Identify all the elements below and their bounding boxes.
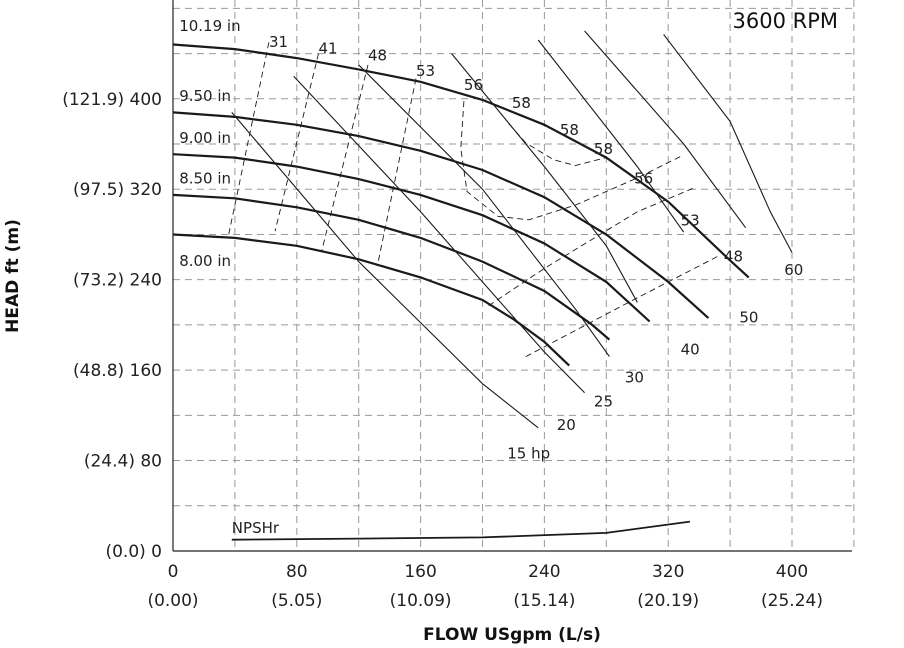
y-tick-label: (0.0) 0 xyxy=(105,542,162,562)
curve-labels: 10.19 in 9.50 in 9.00 in 8.50 in 8.00 in 31 41… xyxy=(179,17,803,462)
curve-label: 41 xyxy=(318,40,337,58)
efficiency-contour-48 xyxy=(525,254,722,357)
impeller-curve-8-00-in xyxy=(172,233,570,367)
y-tick-label: (48.8) 160 xyxy=(73,361,162,381)
x-tick-sublabel: (15.14) xyxy=(513,591,575,611)
efficiency-contour-41 xyxy=(274,53,319,232)
curve-label: 60 xyxy=(784,261,803,279)
impeller-curve-9-00-in xyxy=(172,153,651,323)
npshr-curve: NPSHr xyxy=(231,519,691,541)
curve-label: 15 hp xyxy=(507,444,550,462)
efficiency-contours xyxy=(228,42,722,357)
curve-label: 48 xyxy=(368,46,387,64)
curve-label: 25 xyxy=(594,392,613,410)
curve-label: 48 xyxy=(724,248,743,266)
power-line-25 xyxy=(358,64,610,357)
power-line-60 xyxy=(663,34,793,253)
curve-label: 56 xyxy=(464,76,483,94)
x-tick-label: 240 xyxy=(528,562,560,582)
curve-label: 8.50 in xyxy=(179,170,231,188)
curve-label: 20 xyxy=(557,416,576,434)
axes xyxy=(172,0,852,552)
efficiency-contour-56 xyxy=(460,101,681,221)
x-tick-label: 320 xyxy=(652,562,684,582)
curve-label: 9.00 in xyxy=(179,129,231,147)
npshr-label: NPSHr xyxy=(232,519,280,537)
y-tick-label: (73.2) 240 xyxy=(73,271,162,291)
power-line-30 xyxy=(451,53,638,303)
y-axis-title: HEAD ft (m) xyxy=(3,219,23,333)
efficiency-contour-58 xyxy=(508,123,607,166)
x-tick-sublabel: (0.00) xyxy=(147,591,198,611)
curve-label: 40 xyxy=(681,340,700,358)
efficiency-contour-48 xyxy=(321,64,369,252)
curve-label: 53 xyxy=(681,211,700,229)
curve-label: 50 xyxy=(739,309,758,327)
curve-label: 30 xyxy=(625,369,644,387)
grid xyxy=(173,0,855,551)
x-tick-label: 400 xyxy=(776,562,808,582)
x-tick-sublabel: (5.05) xyxy=(271,591,322,611)
x-axis-title: FLOW USgpm (L/s) xyxy=(423,625,601,645)
efficiency-contour-53 xyxy=(376,78,417,267)
y-tick-label: (97.5) 320 xyxy=(73,180,162,200)
npshr-line xyxy=(231,520,691,541)
curve-label: 53 xyxy=(416,62,435,80)
curve-label: 58 xyxy=(512,94,531,112)
y-tick-label: (121.9) 400 xyxy=(62,90,162,110)
x-tick-sublabel: (20.19) xyxy=(637,591,699,611)
impeller-curve-8-50-in xyxy=(172,193,611,341)
power-line-50 xyxy=(584,30,747,229)
x-tick-sublabel: (10.09) xyxy=(390,591,452,611)
x-tick-label: 0 xyxy=(168,562,179,582)
tick-labels: 0 (0.00) 80 (5.05) 160 (10.09) 240 (15.14) 320 (2… xyxy=(62,90,823,611)
efficiency-contour-31 xyxy=(228,42,270,235)
impeller-curve-10-19-in xyxy=(172,43,750,279)
curve-label: 31 xyxy=(269,33,288,51)
curve-label: 9.50 in xyxy=(179,87,231,105)
power-line-20 xyxy=(293,75,585,394)
curve-label: 10.19 in xyxy=(179,17,240,35)
power-line-15-hp xyxy=(231,112,539,429)
curve-label: 58 xyxy=(560,121,579,139)
power-lines xyxy=(231,30,793,429)
curve-label: 56 xyxy=(634,170,653,188)
power-line-40 xyxy=(537,39,685,233)
efficiency-contour-53 xyxy=(488,186,697,307)
x-tick-sublabel: (25.24) xyxy=(761,591,823,611)
x-tick-label: 160 xyxy=(404,562,436,582)
curve-label: 58 xyxy=(594,140,613,158)
curve-label: 8.00 in xyxy=(179,252,231,270)
y-tick-label: (24.4) 80 xyxy=(84,452,162,472)
impeller-curves xyxy=(172,43,750,367)
impeller-curve-9-50-in xyxy=(172,111,710,319)
x-tick-label: 80 xyxy=(286,562,308,582)
speed-label: 3600 RPM xyxy=(733,9,839,33)
